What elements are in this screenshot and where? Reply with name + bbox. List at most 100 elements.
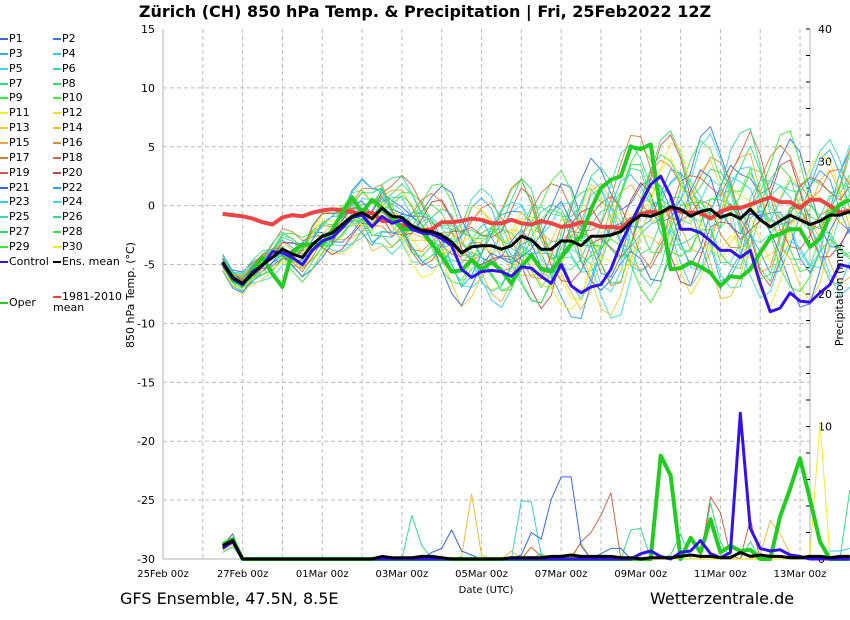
x-tick-label: 05Mar 00z [455,569,508,580]
series-lines [220,142,850,561]
legend-swatch [53,216,61,219]
legend-swatch [0,171,8,174]
legend-item: P12 [53,106,83,120]
chart-title: Zürich (CH) 850 hPa Temp. & Precipitatio… [138,2,712,21]
legend-item: P9 [0,91,23,105]
legend-item: P27 [0,225,30,239]
legend-item: P17 [0,151,30,165]
legend-label: P13 [9,121,30,135]
legend-swatch [53,231,61,234]
temp-line-1981-2010-mean [222,195,850,233]
legend-item: P29 [0,240,30,254]
legend-swatch [53,156,61,159]
legend-label: P27 [9,225,30,239]
legend-swatch [0,186,8,189]
legend-label: P16 [62,135,83,149]
grid [163,29,810,559]
temp-line-oper [220,142,850,289]
legend-item: P6 [53,62,76,76]
legend-swatch [53,141,61,144]
legend-swatch [53,295,61,298]
legend-item: P3 [0,47,23,61]
x-axis-label: Date (UTC) [459,585,514,596]
legend-label: P18 [62,150,83,164]
legend-label: P9 [9,91,23,105]
legend-item: P15 [0,136,30,150]
y-axis-label: 850 hPa Temp. (°C) [124,242,137,348]
legend-swatch [53,67,61,70]
legend-item: P5 [0,62,23,76]
legend-label: P3 [9,46,23,60]
y2-tick-label: 30 [818,156,832,169]
precip-line-p1 [222,476,850,560]
x-tick-label: 27Feb 00z [217,569,269,580]
legend-item: P16 [53,136,83,150]
legend-swatch [0,112,8,115]
member-line-p19 [222,134,850,287]
legend-swatch [0,38,8,40]
y2-axis-label: Precipitation (mm) [833,244,846,346]
legend-label: Oper [9,296,36,310]
legend-label: P20 [62,165,83,179]
legend-label: P21 [9,180,30,194]
legend-item: P8 [53,77,76,91]
legend-item: P1 [0,32,23,46]
legend-swatch [0,127,8,130]
member-line-p21 [222,169,850,308]
temp-line-ens-mean [221,205,850,285]
member-line-p29 [222,172,850,304]
legend-label: P10 [62,91,83,105]
legend-item: P26 [53,210,83,224]
legend-label: P11 [9,106,30,120]
y-tick-label: 0 [148,200,155,213]
member-line-p22 [222,168,850,319]
legend-swatch [0,67,8,70]
y-tick-label: -25 [137,494,155,507]
legend-item: P10 [53,91,83,105]
y-tick-label: 15 [141,23,155,36]
x-tick-label: 07Mar 00z [535,569,588,580]
legend-swatch [53,97,61,100]
legend-label: P19 [9,165,30,179]
legend-label: Ens. mean [62,254,120,268]
legend-label: P17 [9,150,30,164]
legend-item: P4 [53,47,76,61]
legend-swatch [53,112,61,115]
legend-swatch [0,260,8,263]
legend-item: Control [0,255,49,269]
legend-label: P23 [9,195,30,209]
legend-label: P14 [62,121,83,135]
legend-item: P13 [0,121,30,135]
legend-item: P21 [0,181,30,195]
legend-item: P22 [53,181,83,195]
legend-swatch [53,52,61,55]
legend-label: P26 [62,210,83,224]
legend-item: P28 [53,225,83,239]
legend-swatch [0,82,8,85]
legend-swatch [53,260,61,263]
x-tick-label: 11Mar 00z [694,569,747,580]
y2-tick-label: 40 [818,23,832,36]
legend-label: P29 [9,239,30,253]
legend-label: P25 [9,210,30,224]
precip-line-ens-mean [221,539,850,561]
legend-item: P2 [53,32,76,46]
legend-label: Control [9,254,49,268]
x-tick-label: 09Mar 00z [614,569,667,580]
y-tick-label: -5 [144,259,155,272]
legend-swatch [53,171,61,174]
legend-swatch [0,52,8,55]
legend-label: P12 [62,106,83,120]
legend-item: P25 [0,210,30,224]
member-line-p30 [222,157,850,310]
y-tick-label: 5 [148,141,155,154]
legend-label: 1981-2010 mean [53,289,122,314]
member-line-p26 [222,127,850,286]
legend-label: P6 [62,61,76,75]
legend-swatch [0,97,8,100]
legend-label: P7 [9,76,23,90]
legend-item: P7 [0,77,23,91]
legend-item: P20 [53,166,83,180]
